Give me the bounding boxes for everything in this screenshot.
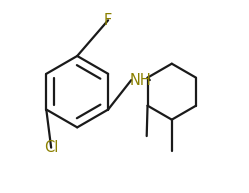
Text: Cl: Cl — [44, 140, 58, 155]
Text: NH: NH — [130, 73, 151, 88]
Text: F: F — [104, 13, 112, 28]
